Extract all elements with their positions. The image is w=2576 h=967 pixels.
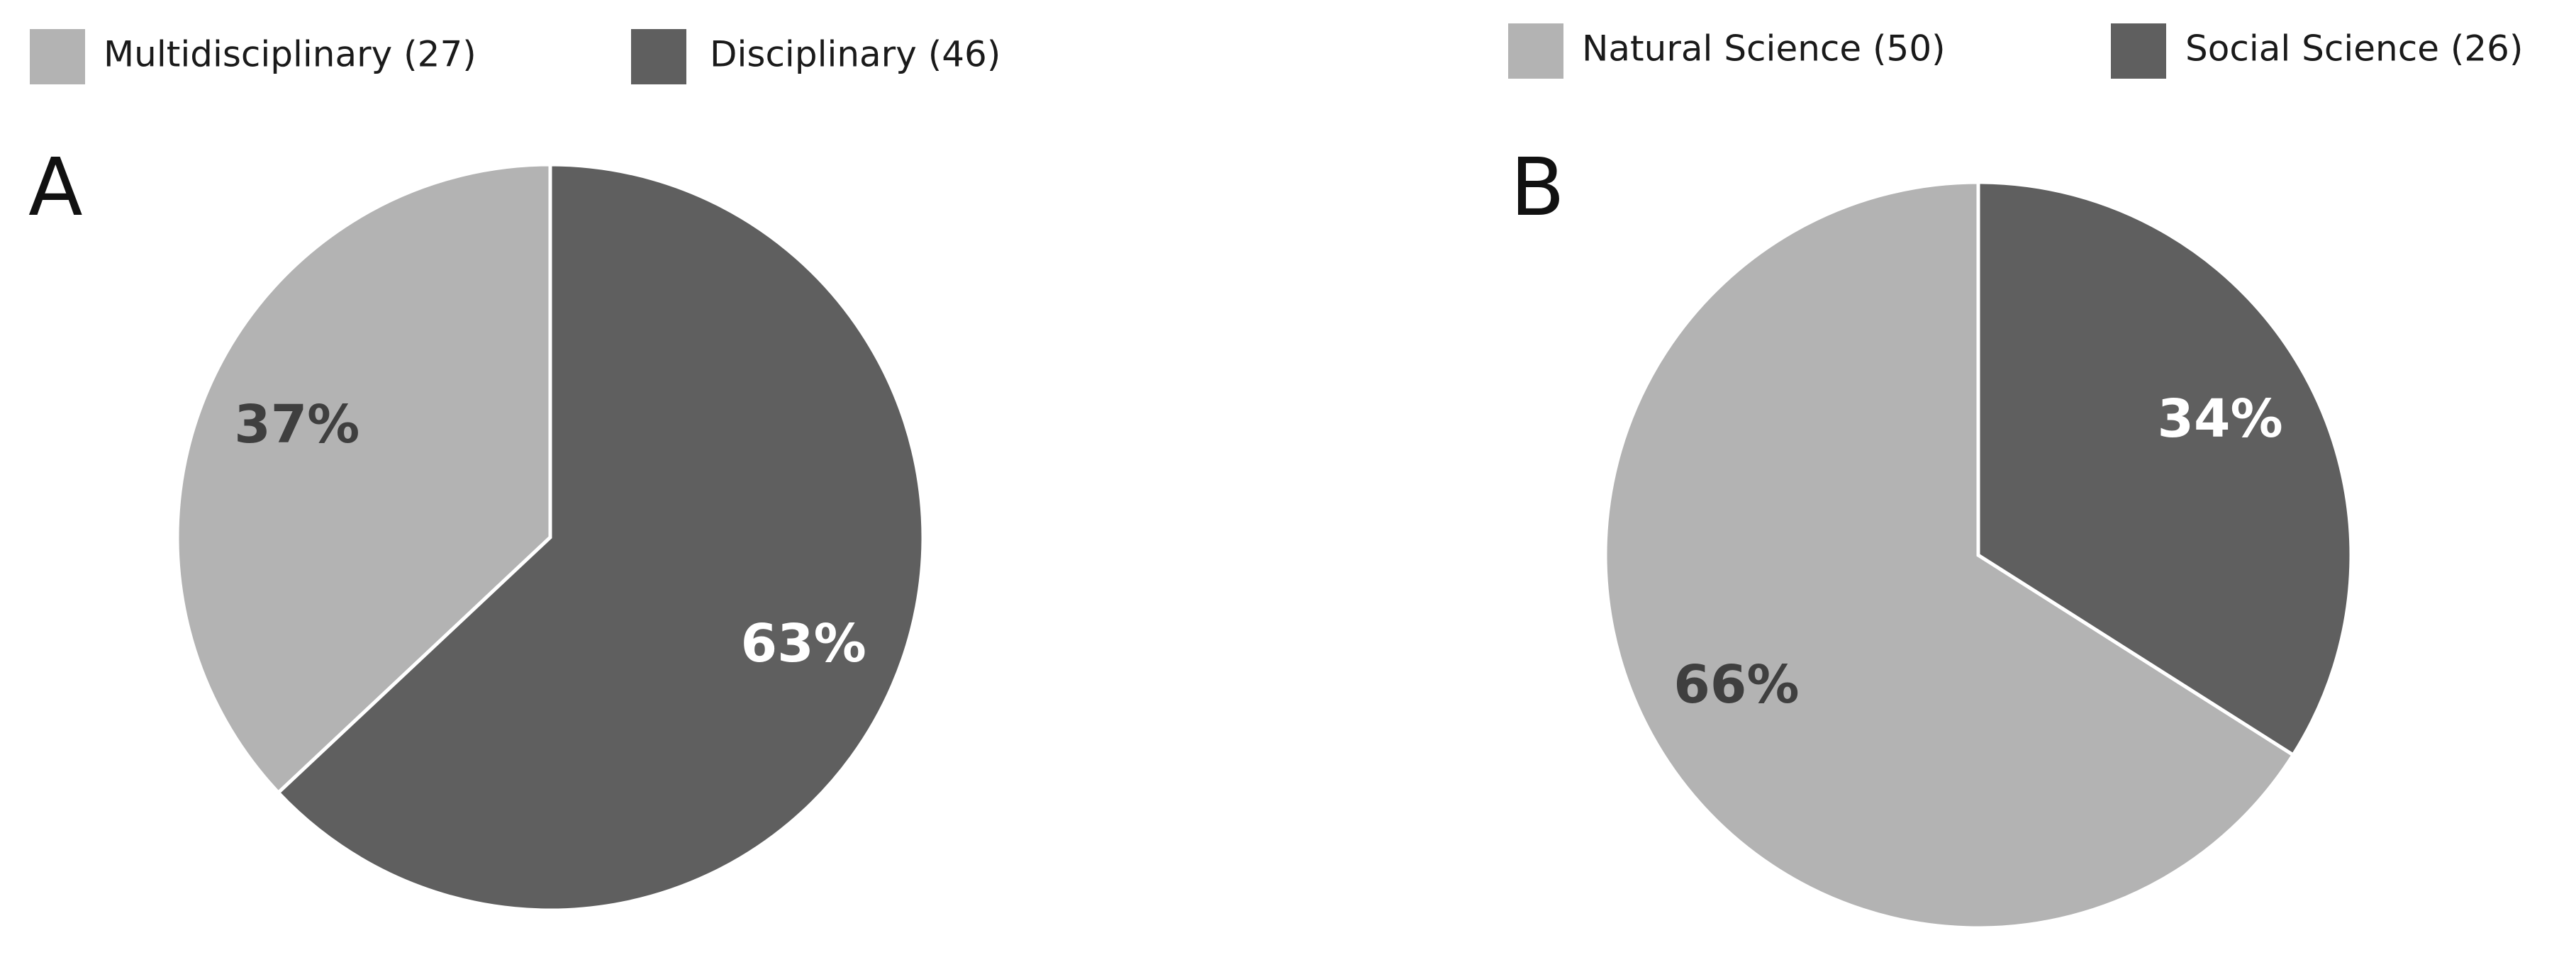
legend-label: Multidisciplinary (27) — [104, 34, 476, 75]
legend-label: Social Science (26) — [2185, 28, 2524, 69]
panel-label: B — [1510, 142, 1565, 234]
slice-label: 66% — [1673, 654, 1799, 715]
legend-label: Disciplinary (46) — [710, 34, 1000, 75]
pie-slice — [1976, 180, 2353, 758]
legend-swatch — [30, 29, 85, 84]
legend-swatch — [2111, 23, 2166, 79]
pie-slice — [276, 162, 925, 912]
pie-slice — [175, 162, 552, 795]
legend-swatch — [631, 29, 686, 84]
slice-label: 63% — [741, 613, 866, 674]
slice-label: 37% — [234, 394, 359, 455]
panel-label: A — [28, 142, 83, 234]
pie-slice — [1603, 180, 2296, 930]
legend-swatch — [1508, 23, 1563, 79]
slice-label: 34% — [2158, 389, 2283, 449]
legend-label: Natural Science (50) — [1582, 28, 1946, 69]
